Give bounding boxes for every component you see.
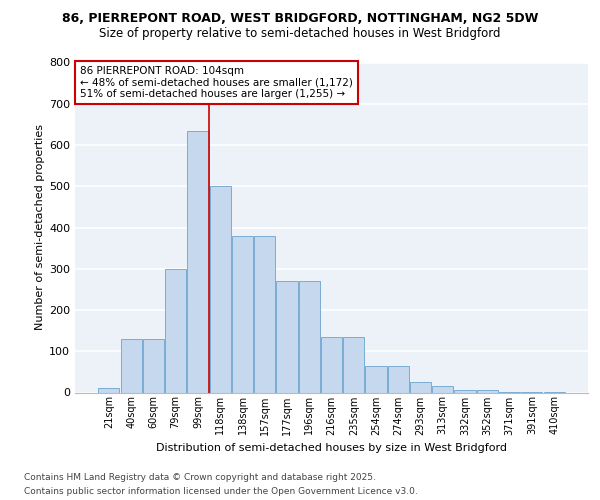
Bar — [254, 236, 275, 392]
Bar — [165, 269, 186, 392]
Bar — [454, 390, 476, 392]
Bar — [209, 186, 231, 392]
Text: Contains HM Land Registry data © Crown copyright and database right 2025.: Contains HM Land Registry data © Crown c… — [24, 474, 376, 482]
Bar — [388, 366, 409, 392]
Text: 86, PIERREPONT ROAD, WEST BRIDGFORD, NOTTINGHAM, NG2 5DW: 86, PIERREPONT ROAD, WEST BRIDGFORD, NOT… — [62, 12, 538, 26]
Text: Size of property relative to semi-detached houses in West Bridgford: Size of property relative to semi-detach… — [99, 28, 501, 40]
Bar — [365, 366, 386, 392]
Bar — [187, 130, 209, 392]
Bar — [299, 281, 320, 392]
Bar — [143, 339, 164, 392]
Bar — [121, 339, 142, 392]
Bar — [232, 236, 253, 392]
Bar — [277, 281, 298, 392]
X-axis label: Distribution of semi-detached houses by size in West Bridgford: Distribution of semi-detached houses by … — [156, 443, 507, 453]
Text: 86 PIERREPONT ROAD: 104sqm
← 48% of semi-detached houses are smaller (1,172)
51%: 86 PIERREPONT ROAD: 104sqm ← 48% of semi… — [80, 66, 353, 99]
Bar — [477, 390, 498, 392]
Bar — [98, 388, 119, 392]
Bar — [410, 382, 431, 392]
Bar — [343, 337, 364, 392]
Y-axis label: Number of semi-detached properties: Number of semi-detached properties — [35, 124, 45, 330]
Bar — [321, 337, 342, 392]
Bar — [432, 386, 454, 392]
Text: Contains public sector information licensed under the Open Government Licence v3: Contains public sector information licen… — [24, 487, 418, 496]
